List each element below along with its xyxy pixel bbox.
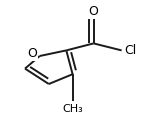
Text: Cl: Cl [124, 44, 137, 57]
Text: O: O [89, 5, 99, 18]
Text: CH₃: CH₃ [62, 104, 83, 114]
Text: O: O [27, 47, 37, 60]
